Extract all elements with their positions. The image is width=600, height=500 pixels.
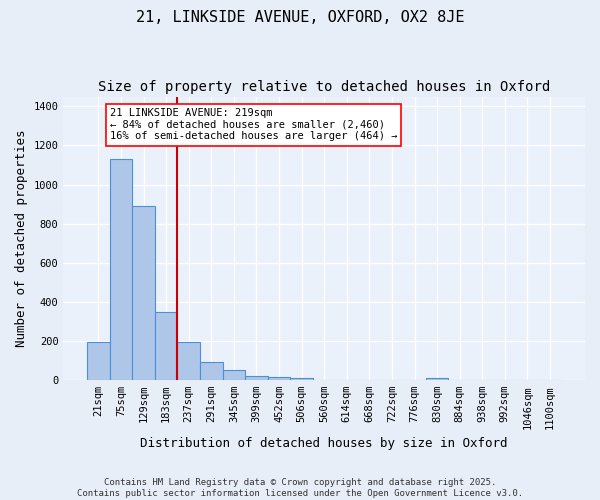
Bar [426, 378, 448, 380]
Bar [268, 376, 290, 380]
Text: Contains HM Land Registry data © Crown copyright and database right 2025.
Contai: Contains HM Land Registry data © Crown c… [77, 478, 523, 498]
Text: 21 LINKSIDE AVENUE: 219sqm
← 84% of detached houses are smaller (2,460)
16% of s: 21 LINKSIDE AVENUE: 219sqm ← 84% of deta… [110, 108, 397, 142]
Bar [132, 206, 155, 380]
Bar [290, 378, 313, 380]
Bar [178, 342, 200, 380]
Bar [155, 312, 178, 380]
Title: Size of property relative to detached houses in Oxford: Size of property relative to detached ho… [98, 80, 550, 94]
Bar [223, 370, 245, 380]
X-axis label: Distribution of detached houses by size in Oxford: Distribution of detached houses by size … [140, 437, 508, 450]
Y-axis label: Number of detached properties: Number of detached properties [15, 130, 28, 347]
Text: 21, LINKSIDE AVENUE, OXFORD, OX2 8JE: 21, LINKSIDE AVENUE, OXFORD, OX2 8JE [136, 10, 464, 25]
Bar [110, 159, 132, 380]
Bar [200, 362, 223, 380]
Bar [87, 342, 110, 380]
Bar [245, 376, 268, 380]
